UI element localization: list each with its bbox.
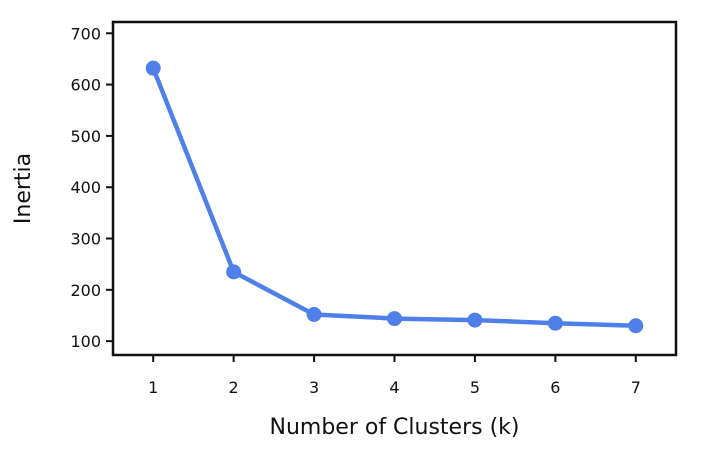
data-point (387, 311, 402, 327)
x-tick-label: 5 (470, 378, 480, 397)
y-axis: 100 200 300 400 500 600 700 (70, 24, 113, 351)
x-tick-label: 1 (148, 378, 158, 397)
plot-area-frame (111, 20, 678, 357)
x-tick-label: 4 (389, 378, 399, 397)
data-point (226, 264, 242, 280)
x-axis: 1 2 3 4 5 6 7 (148, 355, 641, 397)
x-axis-label: Number of Clusters (k) (269, 415, 519, 440)
data-point (547, 315, 563, 331)
y-tick-label: 200 (70, 281, 101, 300)
y-tick-label: 300 (70, 230, 101, 249)
y-tick-label: 100 (70, 332, 101, 351)
y-tick-label: 400 (70, 178, 101, 197)
data-point (467, 312, 483, 328)
data-point (145, 60, 161, 76)
data-point (628, 318, 644, 334)
x-tick-label: 2 (229, 378, 239, 397)
x-tick-label: 3 (309, 378, 319, 397)
data-point (306, 306, 322, 322)
y-axis-label: Inertia (11, 153, 36, 224)
series-layer (145, 60, 644, 334)
y-tick-label: 600 (70, 76, 101, 95)
x-tick-label: 7 (631, 378, 641, 397)
y-tick-label: 700 (70, 24, 101, 43)
y-tick-label: 500 (70, 127, 101, 146)
x-tick-label: 6 (550, 378, 560, 397)
